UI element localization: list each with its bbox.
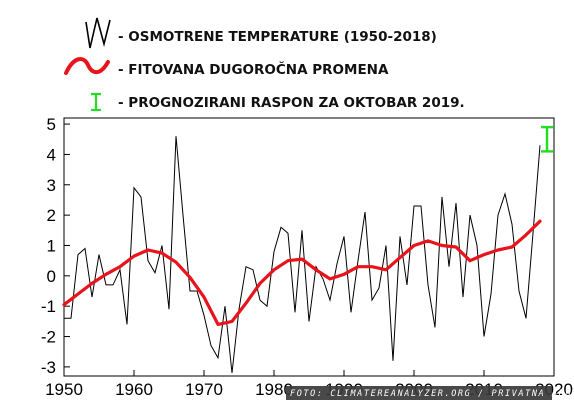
credit-background <box>286 386 552 400</box>
y-tick-label: 4 <box>47 145 56 164</box>
legend-fitted-icon <box>64 57 110 75</box>
fitted-trend-line <box>62 219 542 326</box>
x-tick-label: 1950 <box>45 380 83 399</box>
photo-credit: FOTO: CLIMATEREANALYZER.ORG / PRIVATNA A… <box>286 386 574 400</box>
y-tick-label: -1 <box>41 297 56 316</box>
y-tick-label: 1 <box>47 236 56 255</box>
legend-observed-icon <box>85 17 111 49</box>
credit-text: FOTO: CLIMATEREANALYZER.ORG / PRIVATNA A… <box>290 389 574 399</box>
observed-temperature-line <box>64 136 541 374</box>
legend: - OSMOTRENE TEMPERATURE (1950-2018) - FI… <box>64 17 465 112</box>
y-tick-label: 0 <box>47 267 56 286</box>
forecast-range-bar <box>541 125 553 153</box>
y-axis: -3 -2 -1 0 1 2 3 4 5 <box>41 115 70 377</box>
y-tick-label: -3 <box>41 358 56 377</box>
x-tick-label: 1980 <box>255 380 293 399</box>
y-tick-label: -2 <box>41 328 56 347</box>
legend-fitted-label: - FITOVANA DUGOROČNA PROMENA <box>118 60 389 78</box>
legend-forecast-label: - PROGNOZIRANI RASPON ZA OKTOBAR 2019. <box>118 95 465 111</box>
y-tick-label: 3 <box>47 176 56 195</box>
y-tick-label: 5 <box>47 115 56 134</box>
plot-frame <box>63 117 555 377</box>
x-tick-label: 1970 <box>185 380 223 399</box>
legend-observed-label: - OSMOTRENE TEMPERATURE (1950-2018) <box>118 29 437 45</box>
x-tick-label: 1960 <box>115 380 153 399</box>
legend-forecast-icon <box>91 92 101 112</box>
y-tick-label: 2 <box>47 206 56 225</box>
